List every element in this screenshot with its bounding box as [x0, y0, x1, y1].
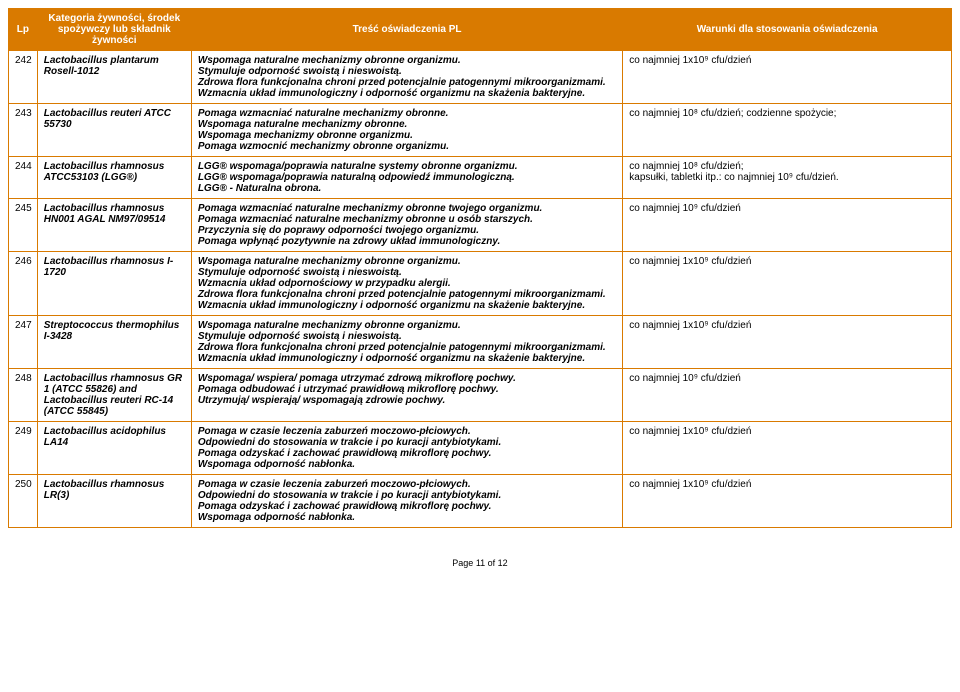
cell-text: Pomaga w czasie leczenia zaburzeń moczow… [191, 475, 622, 528]
cell-category: Lactobacillus reuteri ATCC 55730 [37, 104, 191, 157]
cell-lp: 250 [9, 475, 38, 528]
cell-category: Lactobacillus rhamnosus ATCC53103 (LGG®) [37, 157, 191, 199]
table-row: 249Lactobacillus acidophilus LA14Pomaga … [9, 422, 952, 475]
header-text: Treść oświadczenia PL [191, 9, 622, 51]
header-conditions: Warunki dla stosowania oświadczenia [623, 9, 952, 51]
page-footer: Page 11 of 12 [8, 558, 952, 568]
cell-lp: 244 [9, 157, 38, 199]
table-row: 248Lactobacillus rhamnosus GR 1 (ATCC 55… [9, 369, 952, 422]
cell-lp: 249 [9, 422, 38, 475]
cell-text: Pomaga w czasie leczenia zaburzeń moczow… [191, 422, 622, 475]
cell-text: Wspomaga naturalne mechanizmy obronne or… [191, 252, 622, 316]
cell-lp: 247 [9, 316, 38, 369]
header-lp: Lp [9, 9, 38, 51]
cell-category: Lactobacillus acidophilus LA14 [37, 422, 191, 475]
table-row: 247Streptococcus thermophilus I-3428Wspo… [9, 316, 952, 369]
cell-text: Wspomaga/ wspiera/ pomaga utrzymać zdrow… [191, 369, 622, 422]
table-row: 244Lactobacillus rhamnosus ATCC53103 (LG… [9, 157, 952, 199]
table-row: 242Lactobacillus plantarum Rosell-1012Ws… [9, 51, 952, 104]
cell-conditions: co najmniej 10⁸ cfu/dzień;kapsułki, tabl… [623, 157, 952, 199]
cell-category: Lactobacillus rhamnosus I-1720 [37, 252, 191, 316]
cell-category: Lactobacillus plantarum Rosell-1012 [37, 51, 191, 104]
table-row: 246Lactobacillus rhamnosus I-1720Wspomag… [9, 252, 952, 316]
cell-text: Pomaga wzmacniać naturalne mechanizmy ob… [191, 199, 622, 252]
table-header-row: Lp Kategoria żywności, środek spożywczy … [9, 9, 952, 51]
cell-conditions: co najmniej 1x10⁹ cfu/dzień [623, 475, 952, 528]
cell-conditions: co najmniej 1x10⁹ cfu/dzień [623, 252, 952, 316]
cell-text: Wspomaga naturalne mechanizmy obronne or… [191, 51, 622, 104]
cell-text: Wspomaga naturalne mechanizmy obronne or… [191, 316, 622, 369]
cell-lp: 246 [9, 252, 38, 316]
table-row: 245Lactobacillus rhamnosus HN001 AGAL NM… [9, 199, 952, 252]
cell-conditions: co najmniej 10⁹ cfu/dzień [623, 369, 952, 422]
cell-category: Streptococcus thermophilus I-3428 [37, 316, 191, 369]
cell-category: Lactobacillus rhamnosus HN001 AGAL NM97/… [37, 199, 191, 252]
table-row: 243Lactobacillus reuteri ATCC 55730Pomag… [9, 104, 952, 157]
cell-lp: 245 [9, 199, 38, 252]
cell-conditions: co najmniej 10⁹ cfu/dzień [623, 199, 952, 252]
header-category: Kategoria żywności, środek spożywczy lub… [37, 9, 191, 51]
cell-lp: 248 [9, 369, 38, 422]
cell-conditions: co najmniej 1x10⁹ cfu/dzień [623, 422, 952, 475]
cell-conditions: co najmniej 1x10⁹ cfu/dzień [623, 316, 952, 369]
claims-table: Lp Kategoria żywności, środek spożywczy … [8, 8, 952, 528]
cell-text: LGG® wspomaga/poprawia naturalne systemy… [191, 157, 622, 199]
cell-conditions: co najmniej 1x10⁹ cfu/dzień [623, 51, 952, 104]
cell-lp: 242 [9, 51, 38, 104]
cell-lp: 243 [9, 104, 38, 157]
cell-category: Lactobacillus rhamnosus LR(3) [37, 475, 191, 528]
cell-conditions: co najmniej 10⁸ cfu/dzień; codzienne spo… [623, 104, 952, 157]
cell-category: Lactobacillus rhamnosus GR 1 (ATCC 55826… [37, 369, 191, 422]
cell-text: Pomaga wzmacniać naturalne mechanizmy ob… [191, 104, 622, 157]
table-row: 250Lactobacillus rhamnosus LR(3)Pomaga w… [9, 475, 952, 528]
